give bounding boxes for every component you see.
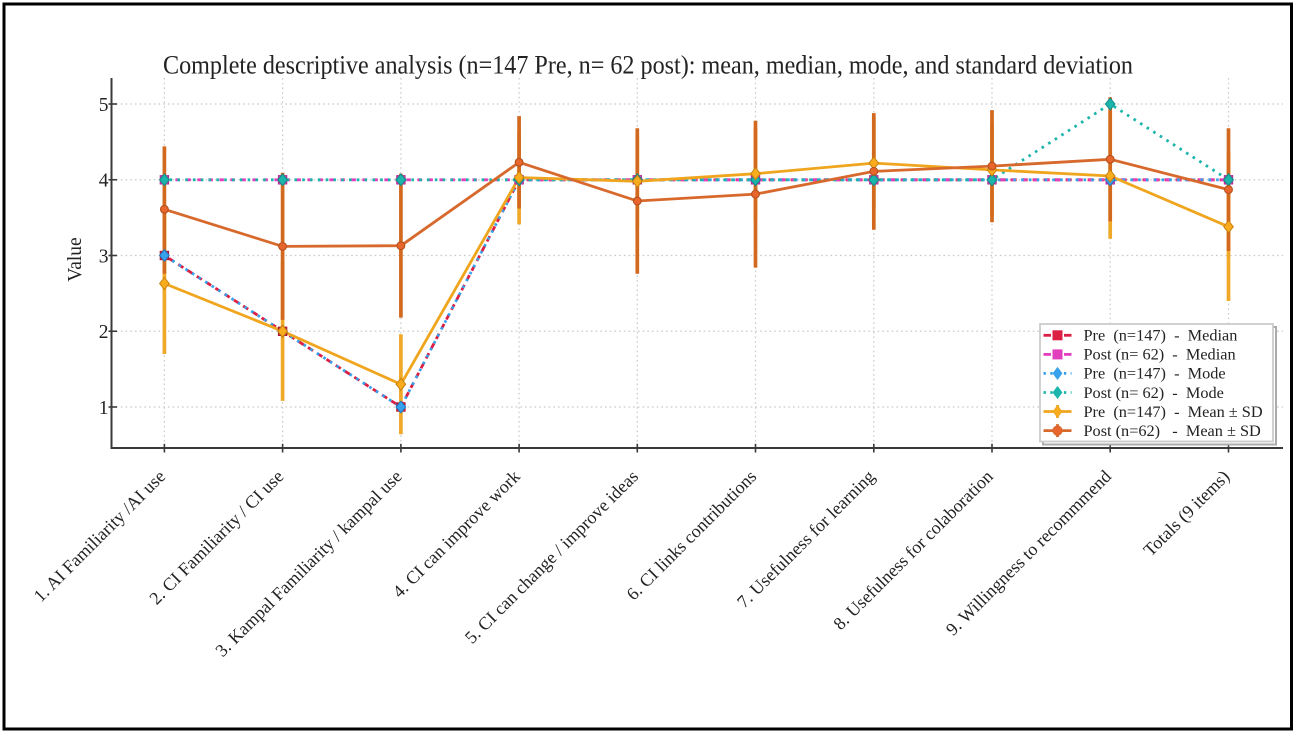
- svg-text:Value: Value: [65, 237, 86, 281]
- svg-text:Post (n= 62) - Mode: Post (n= 62) - Mode: [1084, 383, 1224, 402]
- svg-text:Pre (n=147) - Median: Pre (n=147) - Median: [1084, 326, 1238, 345]
- svg-text:Post (n= 62) - Median: Post (n= 62) - Median: [1084, 345, 1236, 364]
- svg-text:2: 2: [99, 322, 109, 343]
- svg-text:4: 4: [99, 171, 109, 192]
- svg-text:Pre (n=147) - Mean ± SD: Pre (n=147) - Mean ± SD: [1084, 402, 1263, 421]
- svg-text:1: 1: [99, 398, 109, 419]
- svg-text:Post (n=62) - Mean ± SD: Post (n=62) - Mean ± SD: [1084, 421, 1262, 440]
- svg-text:5: 5: [99, 95, 109, 116]
- svg-text:3: 3: [99, 246, 109, 267]
- svg-text:Complete descriptive analysis: Complete descriptive analysis (n=147 Pre…: [163, 49, 1133, 79]
- svg-text:Pre (n=147) - Mode: Pre (n=147) - Mode: [1084, 364, 1226, 383]
